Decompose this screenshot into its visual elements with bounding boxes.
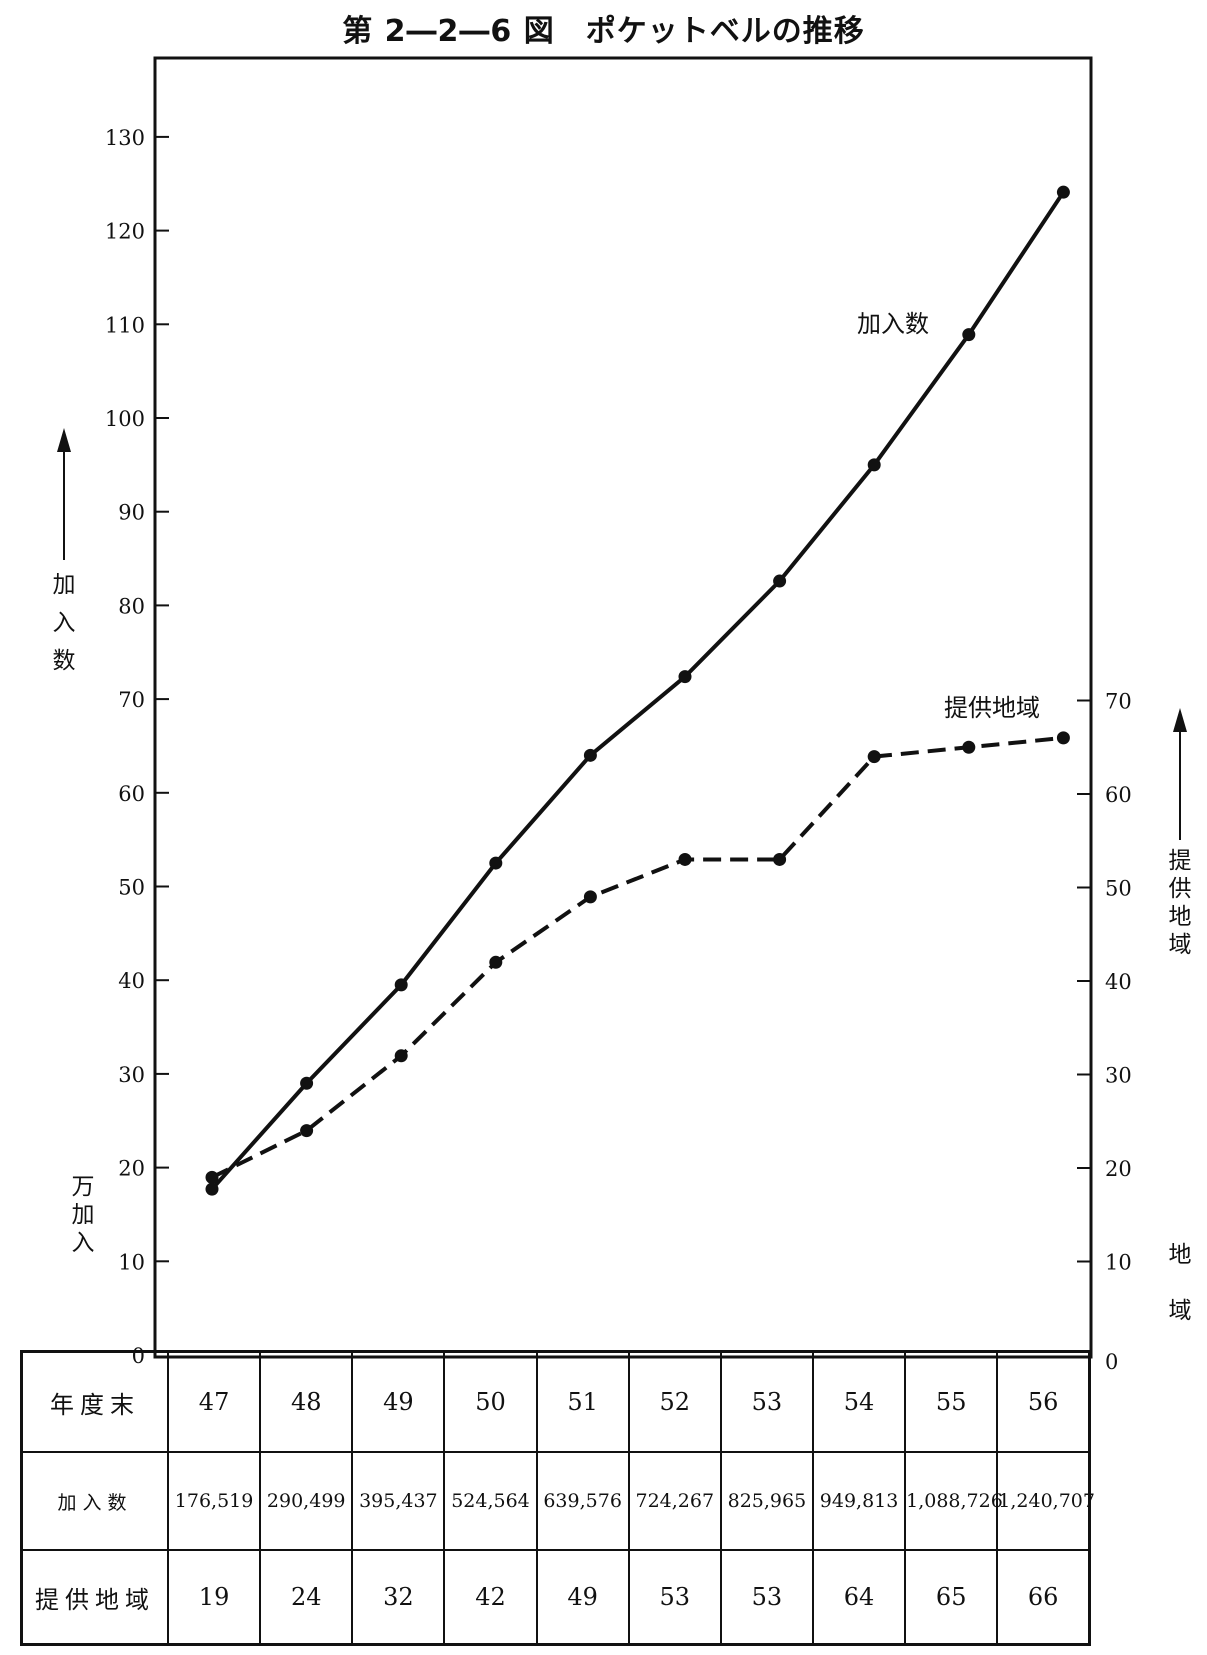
data-point (394, 1049, 408, 1063)
table-cell: 19 (166, 1549, 262, 1646)
table-cell: 949,813 (811, 1451, 907, 1551)
left-axis-tick-label: 60 (118, 782, 145, 806)
left-axis-tick-label: 90 (118, 501, 145, 525)
table-cell: 54 (811, 1350, 907, 1453)
data-point (489, 856, 503, 870)
table-cell: 47 (166, 1350, 262, 1453)
right-axis-title: 地 (1169, 904, 1192, 930)
data-point (773, 574, 787, 588)
right-axis-tick-label: 70 (1105, 690, 1132, 714)
data-point (773, 852, 787, 866)
table-cell: 50 (443, 1350, 538, 1453)
table-cell: 65 (904, 1549, 999, 1646)
up-arrow-icon (57, 428, 71, 452)
table-cell: 66 (996, 1549, 1091, 1646)
left-axis-tick-label: 40 (118, 969, 145, 993)
data-point (962, 328, 976, 342)
left-axis-tick-label: 100 (105, 407, 145, 431)
table-cell: 55 (904, 1350, 999, 1453)
table-cell: 51 (535, 1350, 630, 1453)
left-axis-tick-label: 130 (105, 126, 145, 150)
right-axis-tick-label: 60 (1105, 783, 1132, 807)
table-cell: 53 (627, 1549, 722, 1646)
left-axis-title: 入 (53, 610, 76, 636)
series-label: 加入数 (857, 310, 929, 338)
table-cell: 176,519 (166, 1451, 262, 1551)
table-cell: 395,437 (351, 1451, 446, 1551)
series-line-2 (211, 735, 1064, 1180)
left-axis-title: 加 (53, 572, 76, 598)
data-point (205, 1170, 219, 1184)
left-axis-tick-label: 120 (105, 220, 145, 244)
table-cell: 290,499 (259, 1451, 354, 1551)
left-axis-unit: 万 (72, 1174, 95, 1200)
table-cell: 49 (535, 1549, 630, 1646)
table-row: 年度末 47 48 49 50 51 52 53 54 55 56 (20, 1350, 1091, 1453)
data-point (678, 852, 692, 866)
data-table: 年度末 47 48 49 50 51 52 53 54 55 56 加入数 17… (20, 1350, 1095, 1646)
right-axis-title: 域 (1169, 932, 1192, 958)
left-axis-tick-label: 50 (118, 876, 145, 900)
table-cell: 64 (811, 1549, 907, 1646)
right-axis-tick-label: 0 (1105, 1350, 1118, 1374)
right-axis-title: 提 (1169, 848, 1192, 874)
table-cell: 825,965 (719, 1451, 814, 1551)
right-axis-title: 供 (1169, 876, 1192, 902)
table-cell: 56 (996, 1350, 1091, 1453)
left-axis-tick-label: 30 (118, 1063, 145, 1087)
data-point (962, 740, 976, 754)
row-header-subscribers: 加入数 (20, 1451, 169, 1551)
data-point (583, 890, 597, 904)
table-cell: 53 (719, 1549, 814, 1646)
right-axis-tick-label: 20 (1105, 1157, 1132, 1181)
chart-title: 第 2―2―6 図 ポケットベルの推移 (342, 14, 865, 49)
data-point (489, 955, 503, 969)
left-axis-tick-label: 110 (105, 313, 145, 337)
table-cell: 49 (351, 1350, 446, 1453)
series-label: 提供地域 (944, 694, 1040, 722)
left-axis-tick-label: 10 (118, 1250, 145, 1274)
data-point (300, 1076, 314, 1090)
row-header-year: 年度末 (20, 1350, 169, 1453)
data-point (1056, 185, 1070, 199)
data-point (867, 750, 881, 764)
data-point (300, 1124, 314, 1138)
row-header-service-areas: 提供地域 (20, 1549, 169, 1646)
data-point (394, 978, 408, 992)
table-row: 提供地域 19 24 32 42 49 53 53 64 65 66 (20, 1549, 1091, 1646)
right-axis-unit: 域 (1169, 1298, 1192, 1324)
table-cell: 1,240,707 (996, 1451, 1095, 1551)
data-point (583, 748, 597, 762)
table-cell: 524,564 (443, 1451, 538, 1551)
data-point (678, 670, 692, 684)
right-axis-tick-label: 50 (1105, 877, 1132, 901)
right-axis-tick-label: 30 (1105, 1064, 1132, 1088)
table-cell: 639,576 (535, 1451, 630, 1551)
table-cell: 53 (719, 1350, 814, 1453)
left-axis-tick-label: 80 (118, 594, 145, 618)
series-line-1 (210, 191, 1066, 1191)
table-cell: 48 (259, 1350, 354, 1453)
table-cell: 42 (443, 1549, 538, 1646)
up-arrow-icon (1173, 708, 1187, 732)
table-cell: 32 (351, 1549, 446, 1646)
table-cell: 724,267 (627, 1451, 722, 1551)
right-axis-tick-label: 40 (1105, 970, 1132, 994)
right-axis-tick-label: 10 (1105, 1251, 1132, 1275)
data-point (1056, 731, 1070, 745)
right-axis-unit: 地 (1169, 1242, 1192, 1268)
left-axis-unit: 加 (72, 1202, 95, 1228)
table-cell: 1,088,726 (904, 1451, 1003, 1551)
data-point (867, 458, 881, 472)
left-axis-unit: 入 (72, 1230, 95, 1256)
left-axis-title: 数 (53, 648, 76, 674)
table-row: 加入数 176,519 290,499 395,437 524,564 639,… (20, 1451, 1095, 1551)
left-axis-tick-label: 70 (118, 688, 145, 712)
table-cell: 52 (627, 1350, 722, 1453)
left-axis-tick-label: 20 (118, 1157, 145, 1181)
table-cell: 24 (259, 1549, 354, 1646)
data-point (205, 1182, 219, 1196)
